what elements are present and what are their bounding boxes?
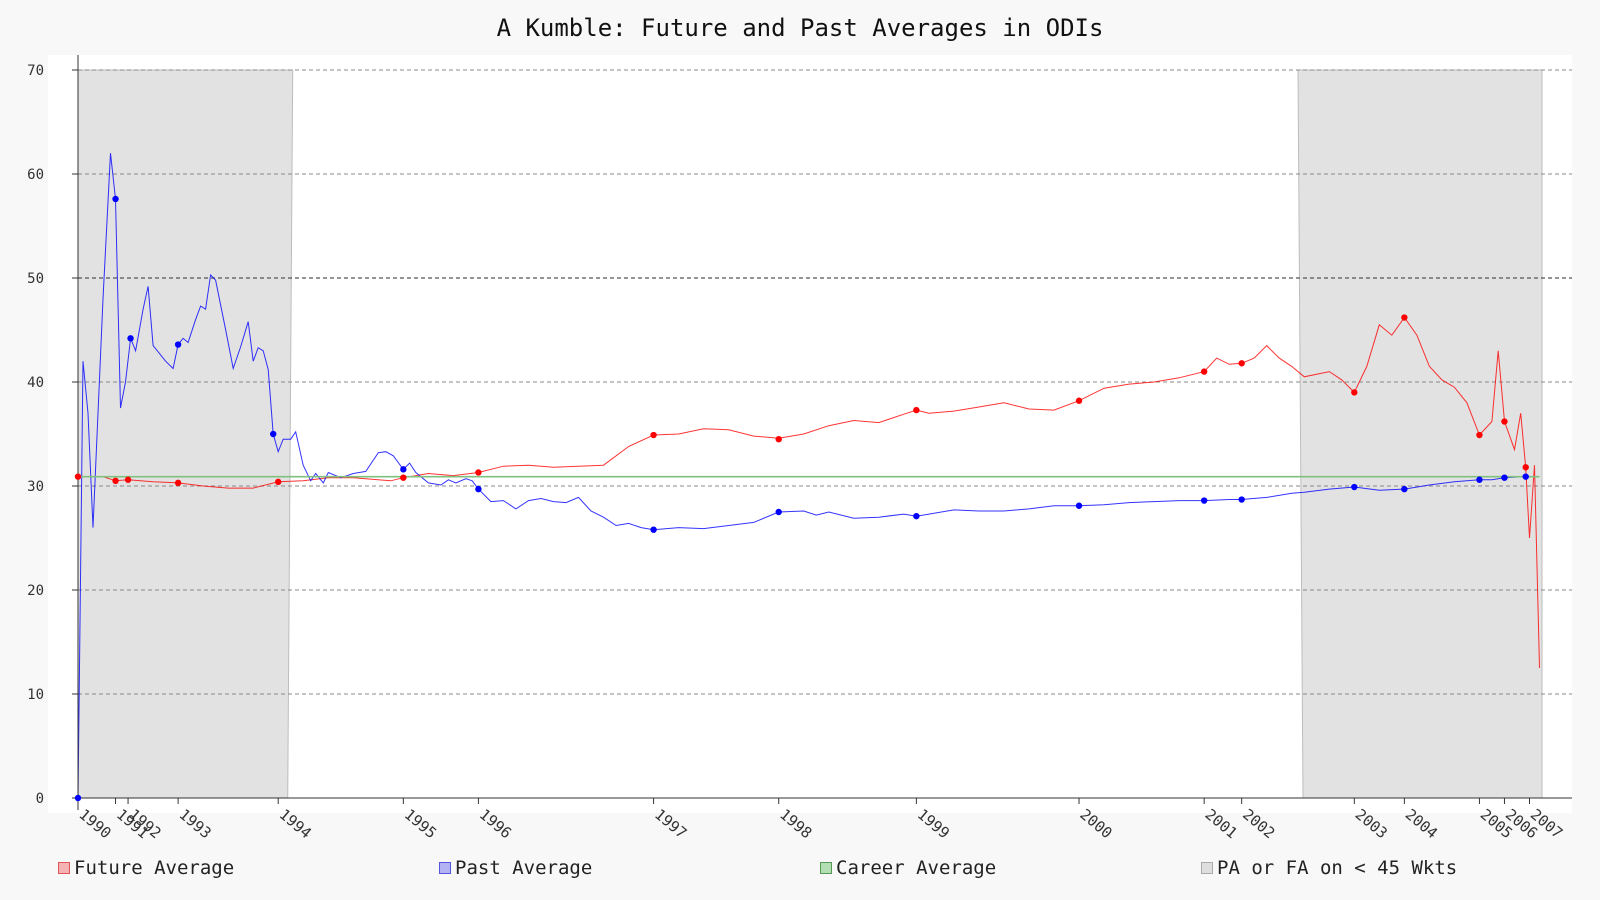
past-average-point [1238,496,1245,503]
past-average-point [400,466,407,473]
future-average-line [78,316,1540,669]
future-average-point [775,436,782,443]
past-average-point [127,335,134,342]
past-average-point [1200,497,1208,504]
legend-swatch-future [58,862,70,874]
legend-label-future: Future Average [74,857,235,879]
future-average-point [1476,431,1483,439]
y-tick-label: 30 [27,479,44,495]
legend-label-shaded: PA or FA on < 45 Wkts [1217,857,1458,879]
legend-item-past[interactable]: Past Average [439,857,592,879]
grid [78,69,1572,695]
y-tick-label: 50 [27,271,44,287]
future-average-point [475,469,482,476]
future-average-point [1200,368,1208,375]
past-average-point [475,485,482,493]
past-average-point [913,512,920,520]
y-tick-label: 10 [27,687,44,703]
legend-swatch-career [820,862,832,874]
past-average-point [174,341,182,348]
past-average-point [650,526,657,533]
future-average-point [112,477,119,484]
future-average-point [650,431,657,439]
future-average-point [1351,389,1358,396]
y-tick-label: 40 [27,375,44,391]
past-average-point [270,430,277,438]
past-average-point [112,195,119,203]
past-average-point [1522,473,1529,480]
past-average-point [1476,476,1483,483]
past-average-point [1401,485,1408,493]
shaded-regions [77,69,1543,799]
future-average-point [1522,464,1529,471]
future-average-point [400,474,407,481]
shaded-region [77,69,294,799]
future-average-point [124,476,132,483]
future-average-point [1501,418,1508,425]
past-average-point [775,508,782,516]
chart-title: A Kumble: Future and Past Averages in OD… [497,14,1104,42]
legend-label-career: Career Average [836,857,997,879]
future-average-point [1075,397,1083,404]
y-tick-label: 60 [27,167,44,183]
past-average-point [1075,502,1083,509]
shaded-region [1297,69,1543,799]
past-average-line [77,153,1540,799]
legend-swatch-shaded [1201,862,1213,874]
legend-item-future[interactable]: Future Average [58,857,234,879]
past-average-point [1351,483,1358,491]
future-average-point [74,473,82,480]
legend-label-past: Past Average [455,857,593,879]
legend: Future Average Past Average Career Avera… [0,857,1600,885]
past-average-point [74,794,82,802]
y-tick-label: 0 [36,791,44,807]
legend-item-career[interactable]: Career Average [820,857,996,879]
future-average-point [275,478,282,486]
future-average-point [913,406,920,414]
future-average-point [1401,314,1408,321]
y-tick-label: 20 [27,583,44,599]
future-average-point [174,479,182,487]
y-tick-label: 70 [27,63,44,79]
legend-swatch-past [439,862,451,874]
future-average-point [1238,360,1245,367]
markers [74,195,1529,802]
past-average-point [1501,474,1508,481]
legend-item-shaded[interactable]: PA or FA on < 45 Wkts [1201,857,1457,879]
series-lines [77,153,1540,799]
